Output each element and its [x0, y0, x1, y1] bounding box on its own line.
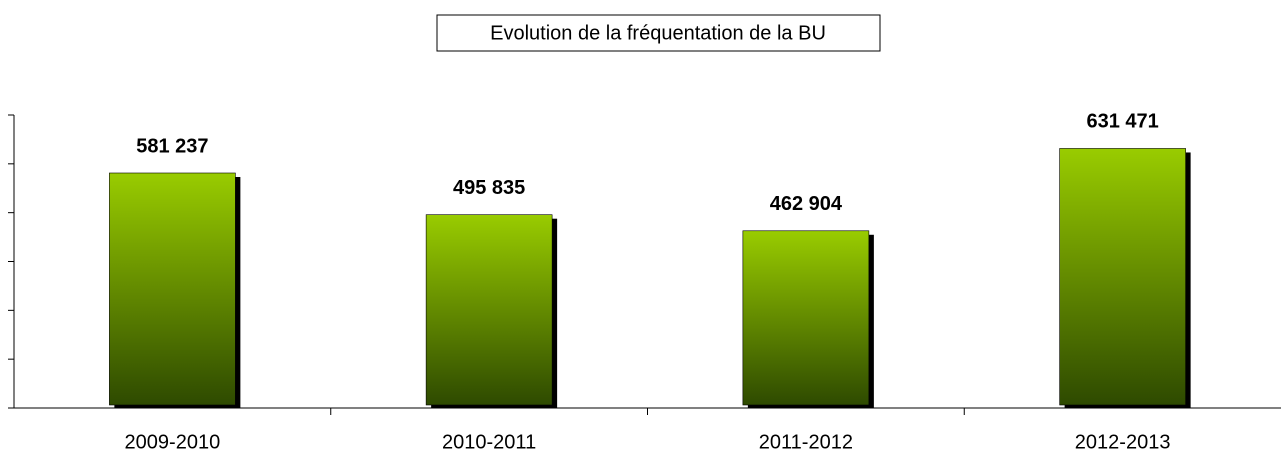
value-label: 581 237 — [136, 135, 208, 157]
bar — [742, 230, 870, 406]
x-tick-label: 2009-2010 — [125, 431, 221, 453]
x-tick-label: 2010-2011 — [442, 431, 536, 453]
value-label: 462 904 — [770, 193, 843, 215]
chart-title: Evolution de la fréquentation de la BU — [490, 22, 826, 44]
value-label: 495 835 — [453, 177, 525, 199]
value-label: 631 471 — [1086, 111, 1158, 133]
x-tick-label: 2012-2013 — [1075, 431, 1171, 453]
x-tick-label: 2011-2012 — [759, 431, 853, 453]
title-box — [436, 14, 881, 52]
bar — [425, 214, 553, 406]
bar — [109, 172, 236, 406]
bar — [1059, 148, 1186, 406]
